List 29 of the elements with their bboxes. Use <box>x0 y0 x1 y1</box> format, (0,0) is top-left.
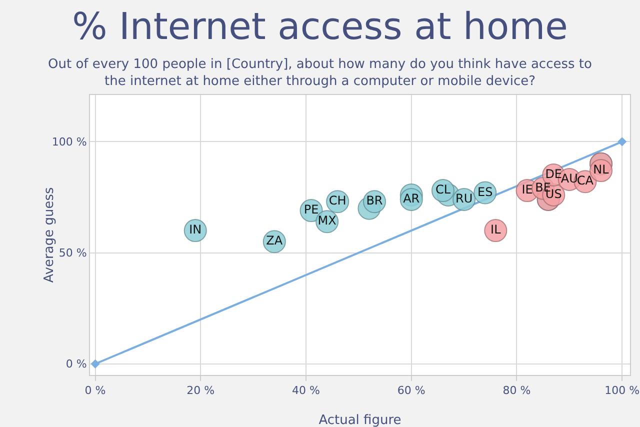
y-tick-label: 100 % <box>52 136 87 149</box>
data-label: BR <box>366 194 383 208</box>
x-axis-title: Actual figure <box>318 413 402 427</box>
data-label: RU <box>455 191 473 206</box>
y-axis-title: Average guess <box>42 187 57 283</box>
data-label: CH <box>328 194 346 208</box>
x-tick-label: 100 % <box>604 384 640 398</box>
data-label: ES <box>478 184 493 199</box>
data-label: MX <box>318 214 336 228</box>
data-label: DE <box>545 167 562 181</box>
chart-title: % Internet access at home <box>71 5 569 48</box>
data-label: AR <box>403 191 420 206</box>
data-label: CL <box>435 182 451 197</box>
x-tick-label: 20 % <box>186 384 215 398</box>
x-tick-label: 0 % <box>84 384 106 398</box>
data-label: AU <box>560 171 578 186</box>
x-tick-label: 60 % <box>397 384 426 398</box>
x-tick-label: 80 % <box>502 384 531 398</box>
x-tick-label: 40 % <box>292 384 320 398</box>
data-label: ZA <box>266 234 284 248</box>
y-tick-label: 50 % <box>58 246 87 260</box>
data-label: IE <box>522 182 533 197</box>
data-label: CA <box>576 174 594 188</box>
chart-subtitle: Out of every 100 people in [Country], about how many do you think have access to the internet at home either through a computer or mobile device? <box>47 56 593 90</box>
data-label: IL <box>490 222 502 237</box>
y-tick-label: 0 % <box>66 358 87 371</box>
data-label: IN <box>189 222 202 237</box>
data-label: NL <box>593 162 610 177</box>
data-label: PE <box>304 202 319 217</box>
